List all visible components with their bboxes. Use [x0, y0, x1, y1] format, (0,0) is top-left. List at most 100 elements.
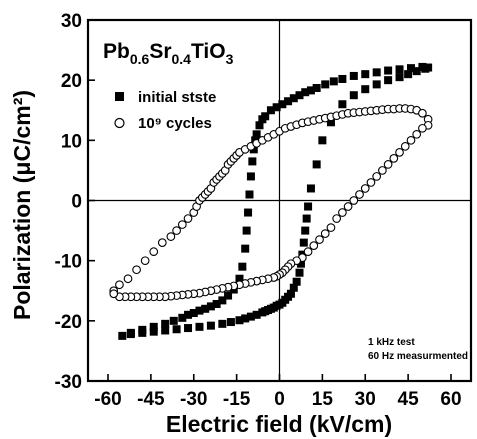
data-point-initial [241, 244, 250, 253]
data-point-initial [278, 100, 287, 109]
x-tick-label: -45 [137, 389, 165, 410]
data-point-initial [372, 68, 381, 77]
data-point-cycled [115, 280, 124, 290]
data-point-initial [289, 94, 298, 103]
data-point-cycled [157, 238, 167, 247]
data-point-initial [149, 327, 158, 336]
data-point-cycled [418, 123, 427, 133]
data-point-initial [306, 184, 315, 193]
y-tick-label: 10 [61, 131, 82, 152]
x-tick-label: -60 [94, 389, 121, 410]
data-point-cycled [349, 196, 359, 205]
data-point-initial [184, 310, 193, 319]
data-point-cycled [140, 256, 150, 266]
data-point-initial [384, 66, 393, 75]
data-point-initial [261, 112, 270, 121]
data-point-cycled [355, 190, 364, 199]
x-tick-label: -15 [223, 389, 251, 410]
data-point-cycled [395, 148, 404, 157]
data-point-initial [318, 136, 327, 145]
data-point-initial [312, 83, 321, 92]
data-point-initial [206, 321, 215, 330]
y-tick-label: 30 [61, 11, 82, 32]
x-tick-label: 0 [274, 389, 285, 410]
y-tick-label: -30 [55, 372, 82, 393]
data-point-initial [195, 322, 204, 331]
data-point-initial [258, 308, 267, 317]
data-point-initial [421, 64, 430, 73]
x-tick-label: 45 [398, 389, 420, 410]
data-point-cycled [332, 214, 342, 223]
data-point-initial [361, 85, 370, 94]
data-point-initial [235, 316, 244, 325]
data-point-cycled [406, 135, 416, 145]
data-point-cycled [338, 208, 347, 217]
data-point-initial [312, 160, 321, 169]
x-tick-label: 60 [440, 389, 461, 410]
data-point-initial [292, 277, 301, 286]
data-point-initial [118, 331, 127, 340]
data-point-initial [224, 291, 233, 300]
data-point-initial [326, 118, 335, 127]
data-point-initial [338, 74, 347, 83]
data-point-cycled [372, 172, 382, 181]
data-point-cycled [309, 241, 319, 250]
data-point-initial [138, 328, 147, 337]
data-point-initial [302, 214, 311, 223]
data-point-cycled [326, 223, 336, 232]
data-point-initial [242, 226, 251, 235]
data-point-initial [169, 316, 178, 325]
y-axis-label: Polarization (μC/cm²) [9, 90, 35, 320]
x-tick-label: -30 [180, 389, 207, 410]
data-point-cycled [366, 178, 376, 187]
data-point-initial [248, 157, 257, 166]
data-point-initial [226, 318, 235, 327]
data-point-initial [161, 319, 170, 328]
data-point-initial [301, 226, 310, 235]
data-point-initial [296, 259, 305, 268]
data-point-initial [184, 324, 193, 333]
data-point-cycled [183, 214, 193, 223]
data-point-initial [266, 106, 275, 115]
data-point-initial [244, 208, 253, 217]
data-point-initial [395, 73, 404, 82]
data-point-initial [189, 309, 198, 318]
data-point-initial [349, 91, 358, 100]
data-point-cycled [412, 129, 422, 139]
data-point-initial [272, 103, 281, 112]
annotation-test-frequency: 1 kHz test [368, 337, 415, 348]
y-axis-ticks: -30 -20 -10 0 10 20 30 [55, 11, 95, 393]
data-point-initial [238, 262, 247, 271]
data-point-initial [241, 314, 250, 323]
legend-label-cycled: 10⁹ cycles [138, 115, 212, 132]
data-point-initial [218, 319, 227, 328]
data-point-initial [126, 330, 135, 339]
data-point-cycled [418, 108, 427, 118]
data-point-cycled [378, 166, 387, 175]
data-point-cycled [172, 226, 181, 235]
data-point-cycled [149, 247, 159, 256]
data-point-initial [329, 77, 338, 86]
data-point-initial [299, 238, 308, 247]
chart-title-formula: Pb0.6Sr0.4TiO3 [103, 40, 234, 67]
data-point-initial [412, 67, 421, 76]
data-point-initial [206, 302, 215, 311]
data-point-initial [252, 310, 261, 319]
data-point-cycled [383, 160, 393, 169]
data-point-initial [404, 70, 413, 79]
data-point-initial [384, 76, 393, 85]
data-point-cycled [166, 232, 176, 241]
y-tick-label: 0 [71, 192, 82, 213]
data-point-initial [349, 71, 358, 80]
data-point-initial [361, 70, 370, 79]
series-cycled [109, 104, 433, 302]
data-point-cycled [303, 247, 313, 256]
data-point-initial [289, 283, 298, 292]
y-tick-label: -20 [55, 312, 82, 333]
data-point-cycled [389, 154, 399, 163]
data-point-initial [372, 80, 381, 89]
data-point-initial [321, 80, 330, 89]
data-point-initial [201, 304, 210, 313]
data-point-cycled [177, 220, 187, 229]
